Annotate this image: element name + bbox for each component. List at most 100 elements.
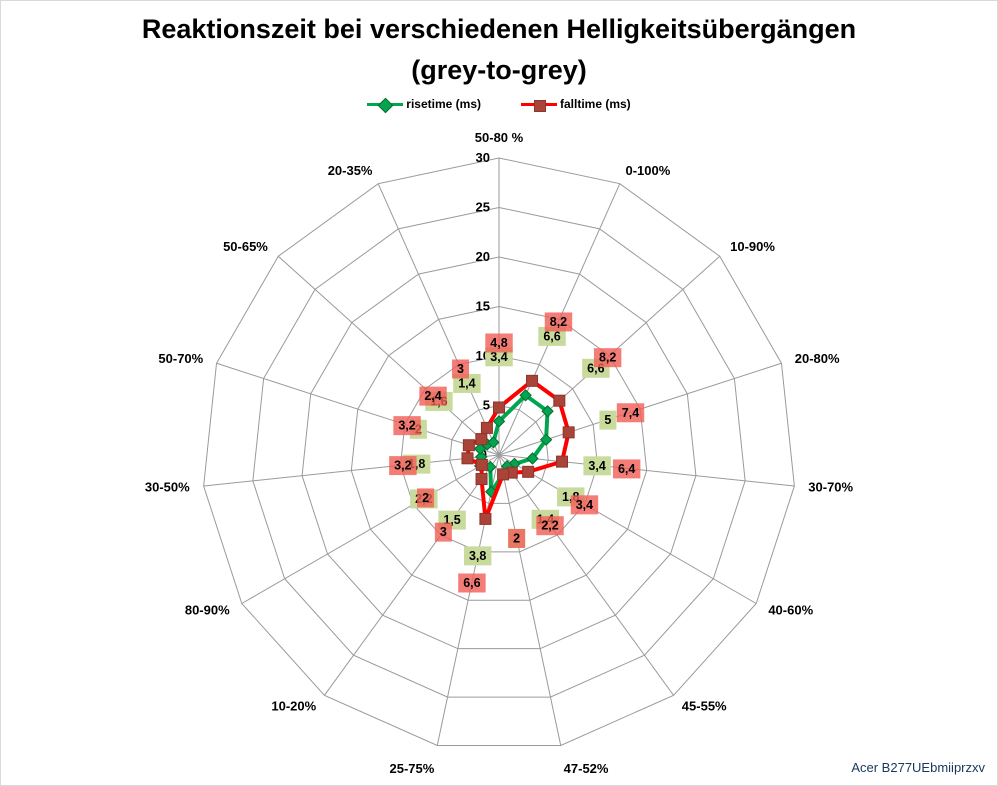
grid-ring [449, 404, 549, 504]
risetime-data-label-text: 3,8 [469, 549, 486, 563]
falltime-data-labels: 4,8 8,2 8,2 7,4 6,4 3,4 2,2 2 6,6 3 2 3,2 3,2 2,4 3 [389, 312, 645, 593]
falltime-data-label-box [612, 459, 641, 479]
falltime-marker [475, 458, 488, 471]
falltime-data-label-text: 7,4 [622, 406, 639, 420]
falltime-data-label-text: 2 [422, 491, 429, 505]
falltime-data-label: 2,4 [419, 386, 447, 406]
falltime-marker [526, 374, 539, 387]
category-label: 30-70% [808, 480, 853, 495]
falltime-data-label-box [593, 348, 622, 368]
falltime-data-label: 3 [434, 522, 452, 542]
falltime-data-label: 3 [452, 359, 470, 379]
risetime-data-label: 5 [599, 410, 617, 430]
falltime-data-label: 3,2 [389, 456, 417, 476]
radar-spoke [277, 255, 500, 456]
falltime-data-label-box [570, 495, 599, 515]
risetime-data-label: 3,4 [583, 456, 611, 476]
legend-label-falltime: falltime (ms) [560, 97, 631, 111]
falltime-data-label: 6,4 [612, 459, 641, 479]
falltime-data-label-box [434, 522, 452, 542]
radar-spoke [324, 454, 500, 696]
risetime-marker [492, 415, 506, 428]
category-label: 50-80 % [475, 130, 524, 145]
falltime-marker [493, 401, 505, 414]
category-label: 45-55% [682, 699, 727, 714]
falltime-data-label: 4,8 [485, 333, 513, 353]
risetime-data-label-text: 6,6 [543, 329, 560, 343]
falltime-marker [462, 439, 475, 452]
falltime-data-label-box [536, 516, 564, 536]
falltime-marker [480, 421, 493, 434]
radar-spoke [216, 362, 500, 456]
falltime-legend-marker-icon [521, 98, 557, 112]
risetime-data-label-box [599, 410, 617, 430]
radar-spoke [498, 454, 674, 696]
category-label: 25-75% [390, 761, 435, 776]
falltime-data-label: 8,2 [544, 312, 573, 332]
falltime-data-label-text: 2,2 [541, 519, 558, 533]
category-labels: 50-80 % 0-100% 10-90% 20-80% 30-70% 40-60% 45-… [145, 130, 854, 776]
radar-spokes [203, 158, 795, 746]
falltime-data-label: 6,6 [458, 573, 486, 593]
falltime-data-label: 2 [508, 528, 526, 548]
risetime-marker [487, 436, 500, 449]
falltime-data-label-box [452, 359, 470, 379]
falltime-data-label: 2,2 [536, 516, 564, 536]
falltime-data-label-text: 3 [440, 525, 447, 539]
falltime-data-label-box [544, 312, 573, 332]
falltime-data-label-text: 3,2 [394, 459, 411, 473]
category-label: 10-90% [730, 239, 775, 254]
axis-tick-label: 5 [483, 398, 490, 413]
category-label: 0-100% [625, 163, 670, 178]
falltime-data-label-box [417, 488, 435, 508]
falltime-data-label-box [485, 333, 513, 353]
radar-spoke [241, 454, 500, 604]
legend-item-risetime: risetime (ms) [367, 97, 481, 113]
falltime-marker [461, 452, 474, 465]
risetime-data-label-box [453, 373, 481, 393]
risetime-marker [541, 405, 554, 418]
falltime-data-label-box [458, 573, 486, 593]
falltime-data-label-text: 6,6 [463, 576, 480, 590]
falltime-data-label: 3,2 [393, 416, 421, 436]
risetime-marker [539, 433, 553, 446]
risetime-data-label: 1,4 [453, 373, 481, 393]
category-label: 40-60% [768, 603, 813, 618]
falltime-data-label: 2 [417, 488, 435, 508]
category-label: 50-65% [223, 239, 268, 254]
falltime-marker [553, 394, 566, 407]
axis-tick-labels: 051015202530 [476, 150, 490, 462]
falltime-data-label-box [419, 386, 447, 406]
falltime-data-label-box [389, 456, 417, 476]
falltime-data-label: 8,2 [593, 348, 622, 368]
falltime-data-label: 3,4 [570, 495, 599, 515]
category-label: 50-70% [158, 351, 203, 366]
category-label: 80-90% [185, 603, 230, 618]
grid-ring [350, 305, 648, 601]
risetime-data-label-text: 5 [604, 413, 611, 427]
falltime-data-label-text: 2 [513, 531, 520, 545]
chart-title-line2: (grey-to-grey) [411, 54, 587, 85]
risetime-data-label: 3,8 [463, 546, 492, 566]
grid-ring [203, 157, 795, 747]
risetime-data-label-text: 3,4 [588, 459, 605, 473]
risetime-marker [519, 389, 532, 402]
axis-tick-label: 25 [476, 200, 490, 215]
radar-spoke [203, 454, 500, 487]
radar-spoke [498, 454, 562, 746]
monitor-model-label: Acer B277UEbmiiprzxv [851, 760, 985, 775]
grid-ring [252, 206, 746, 698]
falltime-marker [556, 455, 569, 468]
falltime-marker [562, 426, 575, 439]
category-label: 20-35% [328, 163, 373, 178]
falltime-marker [475, 433, 488, 446]
falltime-series [461, 374, 575, 525]
falltime-data-label-text: 3 [457, 362, 464, 376]
chart-title: Reaktionszeit bei verschiedenen Helligke… [1, 9, 997, 90]
falltime-marker [479, 512, 492, 525]
legend-item-falltime: falltime (ms) [521, 97, 631, 112]
falltime-marker [475, 473, 488, 486]
falltime-data-label-text: 8,2 [550, 315, 567, 329]
